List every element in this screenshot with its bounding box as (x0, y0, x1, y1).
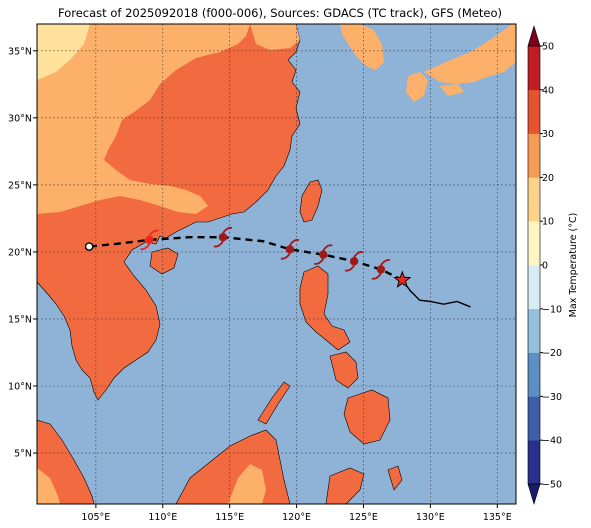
colorbar-tick-label: −10 (542, 304, 562, 315)
lat-tick-label: 20°N (8, 247, 32, 258)
colorbar-block (528, 396, 540, 441)
colorbar-block (528, 89, 540, 134)
colorbar-tick-label: −40 (542, 436, 562, 447)
colorbar-tick-label: −30 (542, 392, 562, 403)
typhoon-symbol-icon (213, 226, 233, 248)
typhoon-symbol-icon (280, 239, 300, 260)
lon-tick-label: 105°E (81, 512, 110, 523)
graticule (37, 24, 516, 504)
map-frame (36, 23, 517, 505)
visayas (329, 351, 359, 389)
colorbar-blocks (527, 24, 541, 506)
lat-tick-label: 10°N (8, 382, 32, 393)
lon-tick-label: 115°E (215, 512, 244, 523)
lat-tick-label: 5°N (14, 449, 32, 460)
colorbar-block (528, 177, 540, 222)
longitude-ticks: 105°E 110°E 115°E 120°E 125°E 130°E 135°E (81, 504, 512, 523)
colorbar-block (528, 308, 540, 353)
korea (340, 24, 384, 70)
colorbar-block (528, 46, 540, 91)
colorbar-block (528, 221, 540, 266)
taiwan (299, 179, 323, 223)
colorbar-tick-label: −50 (542, 480, 562, 491)
current-position-star (393, 270, 412, 288)
colorbar-block (528, 133, 540, 178)
typhoon-symbol-icon (344, 251, 364, 272)
lat-tick-label: 30°N (8, 113, 32, 124)
tibet-mild (37, 24, 90, 80)
luzon (299, 265, 351, 351)
japan-kyushu (406, 72, 428, 102)
past-track-line (401, 279, 471, 308)
storm-symbols (139, 226, 391, 280)
lon-tick-label: 110°E (148, 512, 177, 523)
japan-shikoku (440, 84, 464, 96)
colorbar-tick-label: 10 (542, 217, 554, 228)
colorbar-tick-label: 20 (542, 173, 554, 184)
lat-tick-label: 25°N (8, 180, 32, 191)
colorbar-block (528, 352, 540, 397)
forecast-track-line (89, 236, 403, 282)
lon-tick-label: 125°E (349, 512, 378, 523)
colorbar-extend-high (527, 24, 541, 47)
colorbar-tick-label: 50 (542, 42, 554, 53)
latitude-ticks: 5°N 10°N 15°N 20°N 25°N 30°N 35°N (8, 46, 37, 460)
colorbar-tick-label: 40 (542, 85, 554, 96)
colorbar-tick-label: 30 (542, 129, 554, 140)
map-title: Forecast of 2025092018 (f000-006), Sourc… (58, 6, 502, 20)
colorbar-block (528, 440, 540, 485)
japan-honshu (424, 24, 516, 84)
colorbar-block (528, 265, 540, 310)
sulawesi (325, 467, 365, 504)
lon-tick-label: 120°E (282, 512, 311, 523)
lat-tick-label: 15°N (8, 314, 32, 325)
typhoon-symbol-icon (139, 229, 159, 251)
colorbar-label: Max Temperature (°C) (568, 213, 579, 318)
typhoon-symbol-icon (371, 259, 391, 280)
colorbar-tick-label: 0 (542, 261, 548, 272)
colorbar-extend-low (527, 483, 541, 506)
colorbar-ticks: −50 −40 −30 −20 −10 0 10 20 30 40 50 (540, 42, 562, 491)
storm-track (84, 226, 471, 308)
north-china-warm (250, 24, 300, 50)
interior-warm-region (37, 24, 250, 214)
hainan (149, 247, 179, 275)
dissipation-marker (84, 242, 94, 251)
sumatra-highland (37, 468, 60, 504)
colorbar-tick-label: −20 (542, 348, 562, 359)
halmahera (387, 465, 403, 491)
mindanao (343, 389, 391, 445)
lon-tick-label: 135°E (483, 512, 512, 523)
typhoon-symbol-icon (313, 244, 333, 265)
borneo-highland (228, 464, 266, 504)
lon-tick-label: 130°E (416, 512, 445, 523)
lat-tick-label: 35°N (8, 46, 32, 57)
